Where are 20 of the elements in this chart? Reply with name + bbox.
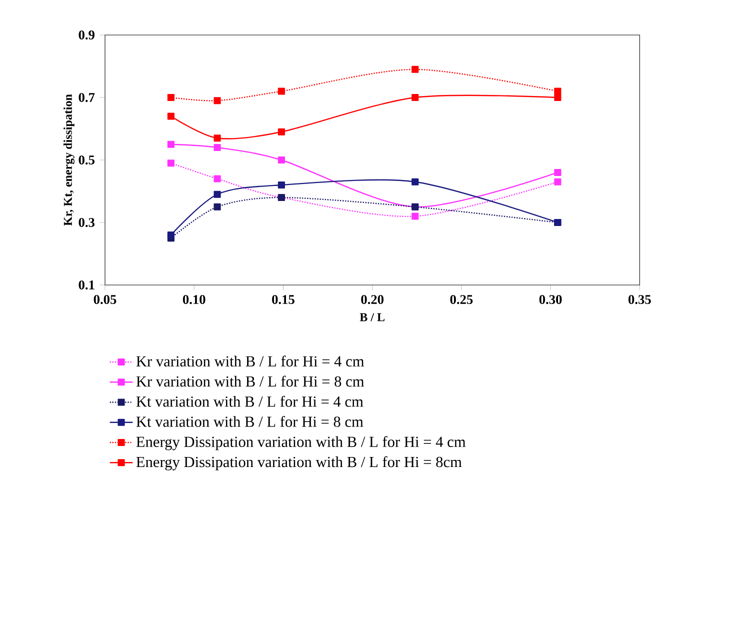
y-tick-label: 0.1 <box>78 280 94 290</box>
x-axis-title: B / L <box>360 313 385 322</box>
y-tick-label: 0.3 <box>78 218 95 228</box>
y-tick-label: 0.7 <box>78 92 95 102</box>
y-tick-label: 0.9 <box>78 30 94 40</box>
x-tick-label: 0.30 <box>539 295 562 304</box>
y-tick-label: 0.5 <box>78 155 94 165</box>
legend-label: Energy Dissipation variation with B / L for Hi = 8cm <box>136 456 462 470</box>
legend-label: Kt variation with B / L for Hi = 4 cm <box>136 396 364 407</box>
legend-label: Kr variation with B / L for Hi = 4 cm <box>136 356 364 367</box>
legend-label: Energy Dissipation variation with B / L for Hi = 4 cm <box>136 436 466 450</box>
x-tick-label: 0.25 <box>450 295 473 304</box>
x-tick-label: 0.10 <box>182 295 206 304</box>
legend-label: Kt variation with B / L for Hi = 8 cm <box>136 416 364 427</box>
x-tick-label: 0.05 <box>94 295 116 304</box>
x-tick-label: 0.15 <box>272 295 294 304</box>
y-axis-title: Kr, Kt, energy dissipation <box>64 94 74 226</box>
legend-label: Kr variation with B / L for Hi = 8 cm <box>136 376 364 387</box>
x-tick-label: 0.20 <box>361 295 384 304</box>
x-tick-label: 0.35 <box>628 295 651 304</box>
